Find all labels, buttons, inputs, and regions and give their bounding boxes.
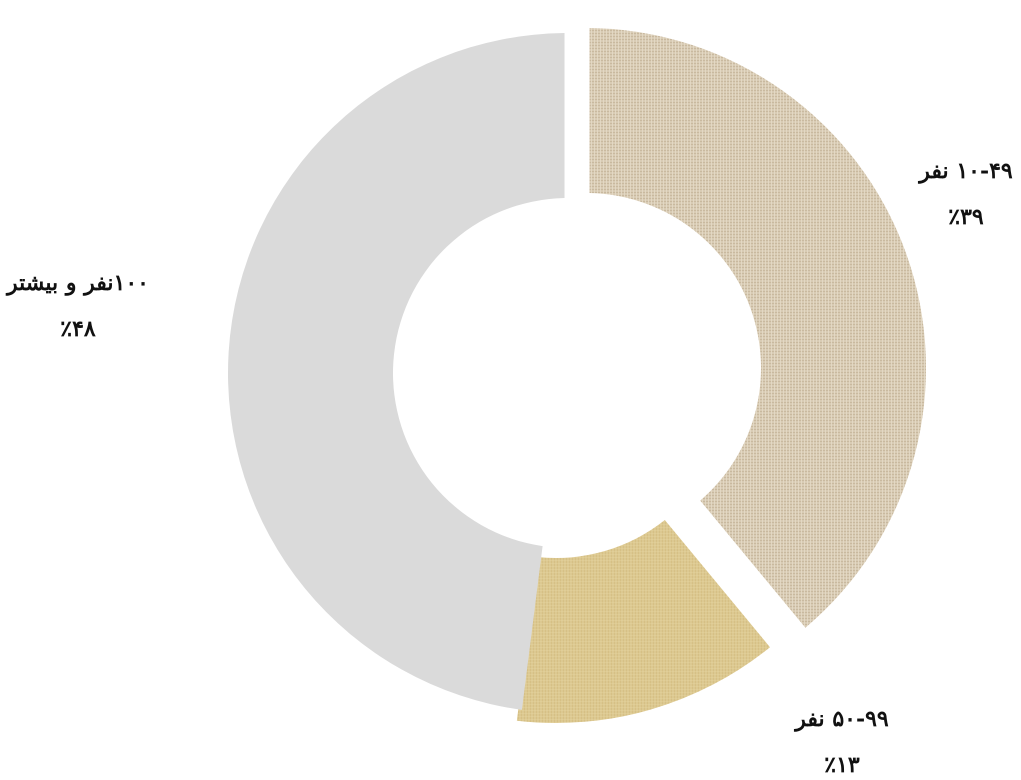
slice-label-1: ۱۰-۴۹ نفر xyxy=(917,158,1013,184)
slice-percent-label-1: ٪۳۹ xyxy=(948,204,984,230)
slice-percent-label-3: ٪۴۸ xyxy=(60,316,96,342)
donut-slice-3 xyxy=(228,33,565,710)
donut-slice-2 xyxy=(516,520,771,723)
slice-label-3: ۱۰۰نفر و بیشتر xyxy=(5,270,149,296)
donut-slice-1 xyxy=(589,28,926,628)
slice-label-2: ۵۰-۹۹ نفر xyxy=(793,706,889,732)
slice-percent-label-2: ٪۱۳ xyxy=(824,752,860,778)
